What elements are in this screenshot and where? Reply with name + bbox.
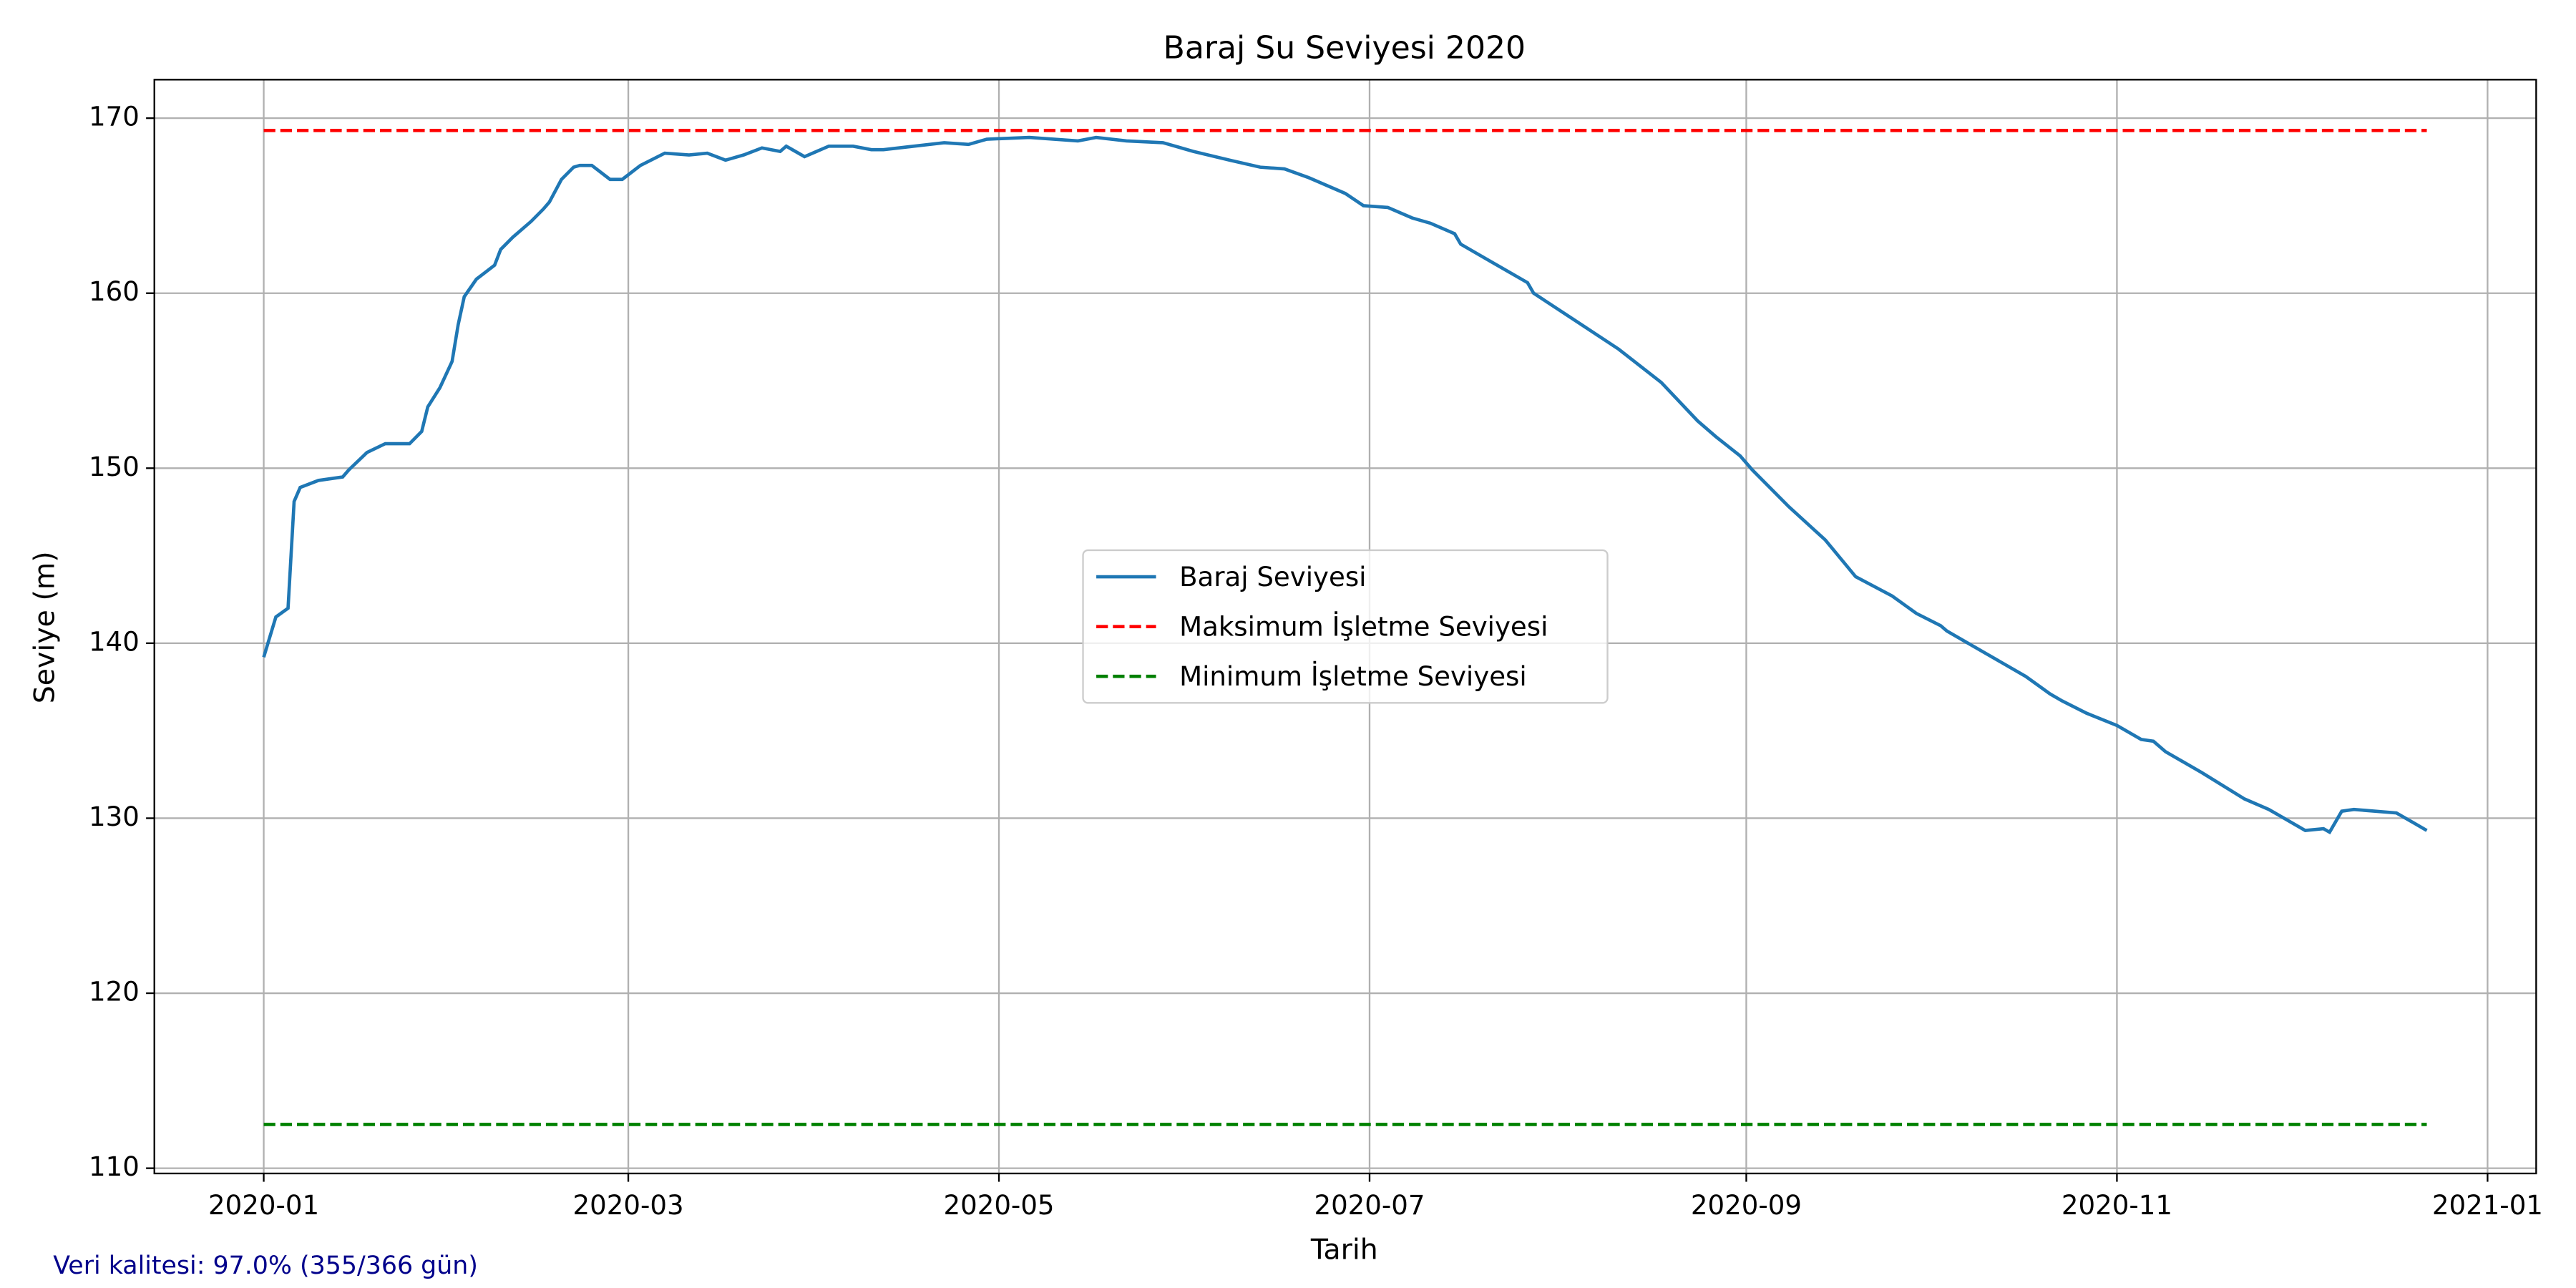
legend: Baraj Seviyesi Maksimum İşletme Seviyesi M… [1082, 549, 1609, 704]
y-tick-label: 130 [89, 801, 140, 832]
annotation: Veri kalitesi: 97.0% (355/366 gün) [53, 1252, 478, 1280]
x-tick-label: 2020-05 [943, 1190, 1054, 1221]
chart-title: Baraj Su Seviyesi 2020 [1163, 30, 1526, 67]
y-tick-label: 160 [89, 276, 140, 307]
x-tick-label: 2020-01 [208, 1190, 319, 1221]
x-tick-label: 2021-01 [2432, 1190, 2543, 1221]
y-tick-label: 170 [89, 102, 140, 132]
legend-label: Maksimum İşletme Seviyesi [1179, 611, 1548, 642]
legend-label: Baraj Seviyesi [1179, 562, 1366, 592]
plot-frame [153, 79, 2537, 1175]
y-tick-label: 120 [89, 977, 140, 1008]
x-axis-label: Tarih [1310, 1233, 1378, 1266]
data-line [262, 135, 2428, 835]
legend-label: Minimum İşletme Seviyesi [1179, 661, 1527, 692]
x-tick-label: 2020-07 [1314, 1190, 1425, 1221]
x-tick-label: 2020-03 [573, 1190, 684, 1221]
grid [154, 79, 2537, 1174]
x-tick-label: 2020-11 [2062, 1190, 2172, 1221]
x-tick-label: 2020-09 [1691, 1190, 1802, 1221]
y-tick-label: 150 [89, 452, 140, 482]
y-tick-label: 140 [89, 626, 140, 657]
legend-box [1082, 549, 1609, 704]
y-axis-label: Seviye (m) [28, 551, 61, 703]
y-tick-label: 110 [89, 1151, 140, 1182]
